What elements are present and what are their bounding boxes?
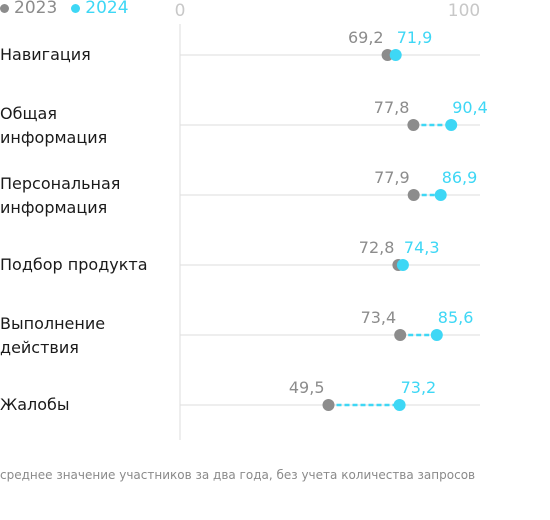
value-label-2024: 86,9 [442,168,478,187]
value-label-2024: 85,6 [438,308,474,327]
legend-label-2024: 2024 [85,0,129,18]
category-label: Общая информация [0,102,107,150]
point-2024 [389,49,402,61]
category-label-line: информация [0,128,108,147]
category-label-line: Персональная [0,174,121,193]
legend-label-2023: 2023 [14,0,58,18]
value-label-2024: 74,3 [404,238,440,257]
value-label-2023: 77,9 [374,168,410,187]
legend-dot-2024 [71,3,81,13]
chart-legend: 2023 2024 [0,0,143,19]
value-label-2023: 73,4 [361,308,397,327]
category-label-line: Общая [0,104,57,123]
dot-range-chart: 0 100 69,2 71,9 77,8 90,4 77,9 86,9 72,8 74,3 73,4… [175,1,488,440]
value-label-2023: 69,2 [348,28,384,47]
point-2023 [394,329,407,341]
point-2024 [434,189,447,201]
x-tick-label-max: 100 [448,1,480,21]
value-label-2023: 72,8 [359,238,395,257]
point-2024 [396,259,409,271]
category-label-line: Жалобы [0,395,70,414]
category-label-line: информация [0,198,108,217]
value-label-2024: 71,9 [397,28,433,47]
legend-dot-2023 [0,3,9,13]
category-label: Жалобы [0,393,70,417]
point-2023 [322,399,335,411]
point-2024 [430,329,443,341]
category-label: Навигация [0,43,91,67]
value-label-2024: 90,4 [452,98,488,117]
category-label-line: Подбор продукта [0,255,148,274]
point-2024 [445,119,458,131]
category-label-line: Навигация [0,45,91,64]
category-label: Выполнение действия [0,312,105,360]
chart-footnote: среднее значение участников за два года,… [0,468,476,482]
point-2024 [393,399,406,411]
value-label-2024: 73,2 [401,378,437,397]
category-label-line: действия [0,338,79,357]
value-label-2023: 49,5 [289,378,325,397]
category-label: Подбор продукта [0,253,148,277]
category-label-line: Выполнение [0,314,106,333]
legend-item-2023: 2023 [0,0,57,19]
legend-item-2024: 2024 [71,0,129,19]
point-2023 [407,119,420,131]
point-2023 [407,189,420,201]
value-label-2023: 77,8 [374,98,410,117]
category-label: Персональная информация [0,172,120,220]
x-tick-label-min: 0 [175,1,186,21]
